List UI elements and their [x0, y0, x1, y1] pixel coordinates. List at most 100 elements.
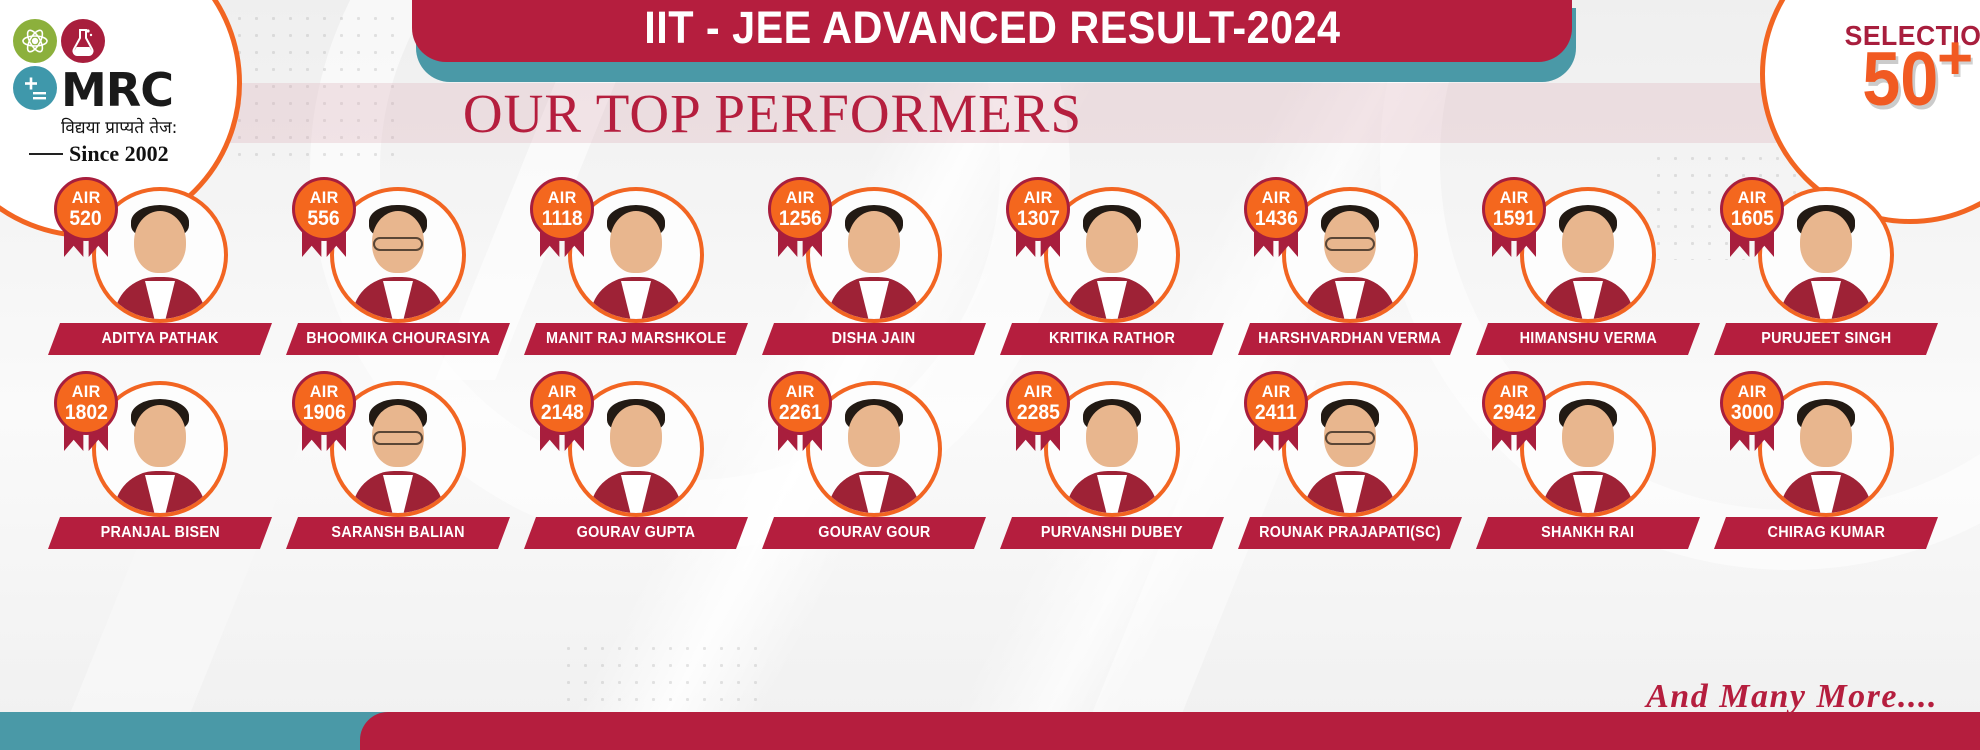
title-banner: IIT - JEE ADVANCED RESULT-2024	[412, 0, 1572, 62]
topper-card[interactable]: AIR 2285 PURVANSHI DUBEY	[992, 369, 1230, 559]
topper-nameplate: ADITYA PATHAK	[48, 323, 272, 355]
topper-photo	[1536, 203, 1640, 319]
portrait-head	[1324, 211, 1376, 273]
topper-photo	[1774, 397, 1878, 513]
topper-nameplate: PURVANSHI DUBEY	[1000, 517, 1224, 549]
portrait-head	[610, 211, 662, 273]
topper-card[interactable]: AIR 1591 HIMANSHU VERMA	[1468, 175, 1706, 365]
topper-card[interactable]: AIR 2942 SHANKH RAI	[1468, 369, 1706, 559]
portrait-glasses	[373, 237, 423, 251]
topper-name: PURUJEET SINGH	[1760, 330, 1892, 347]
topper-photo-ring	[92, 381, 228, 517]
topper-card[interactable]: AIR 520 ADITYA PATHAK	[40, 175, 278, 365]
topper-card[interactable]: AIR 1256 DISHA JAIN	[754, 175, 992, 365]
flask-icon	[61, 19, 105, 63]
air-rank-value: 1906	[302, 401, 346, 424]
air-rank-circle: AIR 1591	[1482, 177, 1546, 241]
air-rank-badge: AIR 1906	[292, 371, 356, 451]
portrait-head	[372, 405, 424, 467]
air-rank-circle: AIR 1802	[54, 371, 118, 435]
topper-nameplate: CHIRAG KUMAR	[1714, 517, 1938, 549]
air-rank-badge: AIR 1802	[54, 371, 118, 451]
air-rank-badge: AIR 1591	[1482, 177, 1546, 257]
topper-name: KRITIKA RATHOR	[1048, 330, 1176, 347]
air-rank-circle: AIR 3000	[1720, 371, 1784, 435]
air-rank-circle: AIR 2261	[768, 371, 832, 435]
topper-nameplate: MANIT RAJ MARSHKOLE	[524, 323, 748, 355]
air-rank-value: 2261	[778, 401, 822, 424]
portrait-head	[1800, 405, 1852, 467]
air-rank-value: 1591	[1492, 207, 1536, 230]
topper-photo	[108, 397, 212, 513]
topper-nameplate: PURUJEET SINGH	[1714, 323, 1938, 355]
air-label: AIR	[1261, 382, 1291, 401]
topper-nameplate: ROUNAK PRAJAPATI(SC)	[1238, 517, 1462, 549]
topper-card[interactable]: AIR 1118 MANIT RAJ MARSHKOLE	[516, 175, 754, 365]
topper-nameplate: SARANSH BALIAN	[286, 517, 510, 549]
atom-icon	[13, 19, 57, 63]
air-label: AIR	[71, 382, 101, 401]
air-rank-circle: AIR 2411	[1244, 371, 1308, 435]
air-label: AIR	[1023, 188, 1053, 207]
topper-card[interactable]: AIR 2411 ROUNAK PRAJAPATI(SC)	[1230, 369, 1468, 559]
air-label: AIR	[1499, 382, 1529, 401]
portrait-head	[1086, 211, 1138, 273]
air-label: AIR	[547, 188, 577, 207]
topper-card[interactable]: AIR 1436 HARSHVARDHAN VERMA	[1230, 175, 1468, 365]
topper-photo	[584, 203, 688, 319]
topper-name: SHANKH RAI	[1541, 524, 1635, 541]
air-rank-badge: AIR 520	[54, 177, 118, 257]
air-rank-circle: AIR 1307	[1006, 177, 1070, 241]
topper-name: ROUNAK PRAJAPATI(SC)	[1259, 524, 1441, 541]
portrait-head	[1800, 211, 1852, 273]
portrait-head	[134, 405, 186, 467]
topper-photo	[822, 397, 926, 513]
air-rank-circle: AIR 1436	[1244, 177, 1308, 241]
topper-card[interactable]: AIR 2148 GOURAV GUPTA	[516, 369, 754, 559]
air-label: AIR	[309, 382, 339, 401]
topper-nameplate: HARSHVARDHAN VERMA	[1238, 323, 1462, 355]
air-rank-value: 3000	[1730, 401, 1774, 424]
air-rank-badge: AIR 3000	[1720, 371, 1784, 451]
topper-card[interactable]: AIR 2261 GOURAV GOUR	[754, 369, 992, 559]
topper-name: GOURAV GOUR	[817, 524, 931, 541]
topper-card[interactable]: AIR 3000 CHIRAG KUMAR	[1706, 369, 1944, 559]
topper-photo-ring	[92, 187, 228, 323]
air-rank-circle: AIR 1906	[292, 371, 356, 435]
portrait-glasses	[1325, 237, 1375, 251]
air-rank-value: 2285	[1016, 401, 1060, 424]
air-rank-circle: AIR 2148	[530, 371, 594, 435]
air-rank-badge: AIR 1605	[1720, 177, 1784, 257]
topper-card[interactable]: AIR 1802 PRANJAL BISEN	[40, 369, 278, 559]
topper-photo-ring	[1282, 187, 1418, 323]
topper-nameplate: SHANKH RAI	[1476, 517, 1700, 549]
topper-card[interactable]: AIR 1906 SARANSH BALIAN	[278, 369, 516, 559]
portrait-glasses	[1325, 431, 1375, 445]
selections-count: 50	[1862, 37, 1939, 122]
air-label: AIR	[71, 188, 101, 207]
topper-photo-ring	[1282, 381, 1418, 517]
topper-card[interactable]: AIR 1307 KRITIKA RATHOR	[992, 175, 1230, 365]
air-rank-circle: AIR 520	[54, 177, 118, 241]
air-rank-badge: AIR 1118	[530, 177, 594, 257]
toppers-grid: AIR 520 ADITYA PATHAK AIR 556 BHOOMIKA CHOURA…	[40, 175, 1945, 559]
topper-card[interactable]: AIR 556 BHOOMIKA CHOURASIYA	[278, 175, 516, 365]
subtitle-band	[0, 83, 1980, 143]
air-rank-value: 520	[69, 207, 103, 230]
topper-photo	[346, 203, 450, 319]
topper-nameplate: DISHA JAIN	[762, 323, 986, 355]
air-label: AIR	[309, 188, 339, 207]
air-rank-value: 1256	[778, 207, 822, 230]
air-label: AIR	[785, 382, 815, 401]
topper-photo	[584, 397, 688, 513]
air-rank-value: 1118	[541, 207, 583, 230]
topper-card[interactable]: AIR 1605 PURUJEET SINGH	[1706, 175, 1944, 365]
page-title: IIT - JEE ADVANCED RESULT-2024	[643, 2, 1341, 53]
air-rank-badge: AIR 1436	[1244, 177, 1308, 257]
topper-name: GOURAV GUPTA	[576, 524, 696, 541]
portrait-head	[372, 211, 424, 273]
air-label: AIR	[1737, 188, 1767, 207]
air-label: AIR	[1023, 382, 1053, 401]
logo-wordmark: MRC	[61, 63, 174, 117]
